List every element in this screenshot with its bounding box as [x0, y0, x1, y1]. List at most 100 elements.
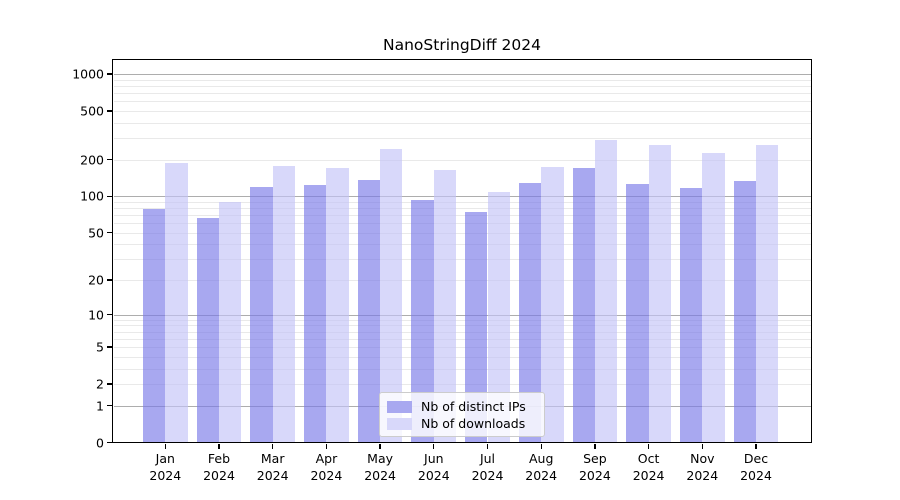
bar-sep-distinct-ips: [572, 167, 595, 443]
minor-gridline: [113, 138, 811, 140]
x-tick-mark: [594, 444, 596, 449]
minor-gridline: [113, 93, 811, 94]
y-tick-mark: [107, 232, 112, 234]
minor-gridline: [113, 215, 811, 217]
x-tick-month: Jan: [155, 451, 175, 466]
x-tick-month: Dec: [743, 451, 769, 466]
legend-label-downloads: Nb of downloads: [421, 416, 526, 431]
x-tick-month: Apr: [315, 451, 338, 466]
major-gridline: [113, 314, 811, 316]
y-tick-label: 50: [88, 225, 104, 241]
bar-aug-downloads: [541, 166, 564, 443]
x-tick-mark: [486, 444, 489, 449]
minor-gridline: [113, 232, 811, 234]
x-tick-label-jan: Jan 2024: [130, 451, 200, 484]
bar-jul-downloads: [487, 192, 510, 443]
minor-gridline: [113, 319, 811, 321]
legend-item-downloads: Nb of downloads: [387, 416, 536, 431]
minor-gridline: [113, 110, 811, 112]
minor-gridline: [113, 280, 811, 282]
legend-label-distinct-ips: Nb of distinct IPs: [421, 399, 526, 414]
bar-apr-downloads: [326, 167, 349, 443]
x-tick-mark: [164, 444, 166, 449]
bar-oct-downloads: [648, 144, 671, 443]
x-tick-mark: [540, 444, 542, 449]
x-tick-year: 2024: [578, 467, 611, 483]
bar-aug-distinct-ips: [518, 182, 542, 443]
x-tick-month: May: [367, 451, 394, 466]
x-tick-mark: [272, 444, 274, 449]
minor-gridline: [113, 338, 811, 340]
x-tick-month: Mar: [260, 451, 285, 466]
y-tick-label: 1: [96, 398, 104, 414]
x-tick-month: Aug: [528, 451, 554, 466]
x-tick-year: 2024: [364, 467, 396, 483]
bar-jun-downloads: [433, 170, 457, 443]
y-tick-label: 500: [80, 103, 104, 119]
x-tick-label-may: May 2024: [345, 451, 415, 484]
legend-swatch-downloads: [387, 417, 412, 430]
minor-gridline: [113, 325, 811, 327]
minor-gridline: [113, 223, 811, 225]
x-tick-mark: [325, 444, 328, 449]
x-tick-label-jul: Jul 2024: [453, 451, 523, 484]
y-tick-mark: [107, 404, 112, 407]
x-tick-month: Feb: [207, 451, 231, 466]
bar-jul-distinct-ips: [465, 211, 488, 443]
minor-gridline: [113, 85, 811, 87]
chart-title: NanoStringDiff 2024: [383, 36, 541, 54]
x-tick-mark: [755, 444, 757, 449]
y-tick-mark: [107, 441, 112, 444]
bar-dec-downloads: [756, 145, 779, 443]
y-tick-label: 5: [96, 339, 104, 355]
y-tick-label: 10: [88, 307, 104, 323]
minor-gridline: [113, 122, 811, 124]
x-tick-label-apr: Apr 2024: [291, 451, 361, 484]
bar-may-downloads: [380, 148, 403, 443]
x-tick-mark: [701, 444, 703, 449]
y-tick-mark: [107, 346, 112, 348]
minor-gridline: [113, 79, 811, 81]
x-tick-mark: [379, 444, 381, 449]
bar-dec-distinct-ips: [733, 181, 756, 443]
minor-gridline: [113, 383, 811, 385]
x-tick-month: Jun: [424, 451, 444, 466]
y-tick-mark: [107, 313, 112, 316]
minor-gridline: [113, 159, 811, 161]
bar-may-distinct-ips: [357, 179, 381, 443]
minor-gridline: [113, 259, 811, 261]
x-tick-mark: [218, 444, 220, 449]
x-tick-label-aug: Aug 2024: [506, 451, 576, 484]
x-tick-year: 2024: [525, 467, 558, 483]
minor-gridline: [113, 368, 811, 370]
x-tick-year: 2024: [149, 467, 182, 483]
x-tick-label-dec: Dec 2024: [721, 451, 791, 484]
minor-gridline: [113, 101, 811, 103]
minor-gridline: [113, 356, 811, 358]
x-tick-label-mar: Mar 2024: [238, 451, 308, 484]
minor-gridline: [113, 346, 811, 348]
y-tick-label: 1000: [72, 66, 104, 82]
major-gridline: [113, 196, 811, 198]
bar-mar-distinct-ips: [250, 186, 273, 443]
bar-jan-downloads: [165, 163, 188, 443]
x-tick-label-jun: Jun 2024: [399, 451, 469, 484]
y-tick-mark: [107, 383, 112, 385]
legend-item-distinct-ips: Nb of distinct IPs: [387, 399, 536, 414]
legend: Nb of distinct IPs Nb of downloads: [379, 392, 545, 437]
plot-area: [113, 60, 811, 443]
x-tick-label-oct: Oct 2024: [614, 451, 684, 484]
x-tick-year: 2024: [686, 467, 719, 483]
x-tick-year: 2024: [310, 467, 343, 483]
y-tick-mark: [107, 158, 112, 161]
x-tick-year: 2024: [256, 467, 289, 483]
bar-apr-distinct-ips: [304, 184, 327, 443]
bar-nov-downloads: [702, 153, 725, 443]
bar-feb-distinct-ips: [196, 218, 219, 443]
x-tick-year: 2024: [632, 467, 665, 483]
y-tick-label: 0: [96, 435, 104, 450]
minor-gridline: [113, 201, 811, 203]
x-tick-month: Jul: [479, 451, 496, 466]
x-tick-year: 2024: [417, 467, 450, 483]
